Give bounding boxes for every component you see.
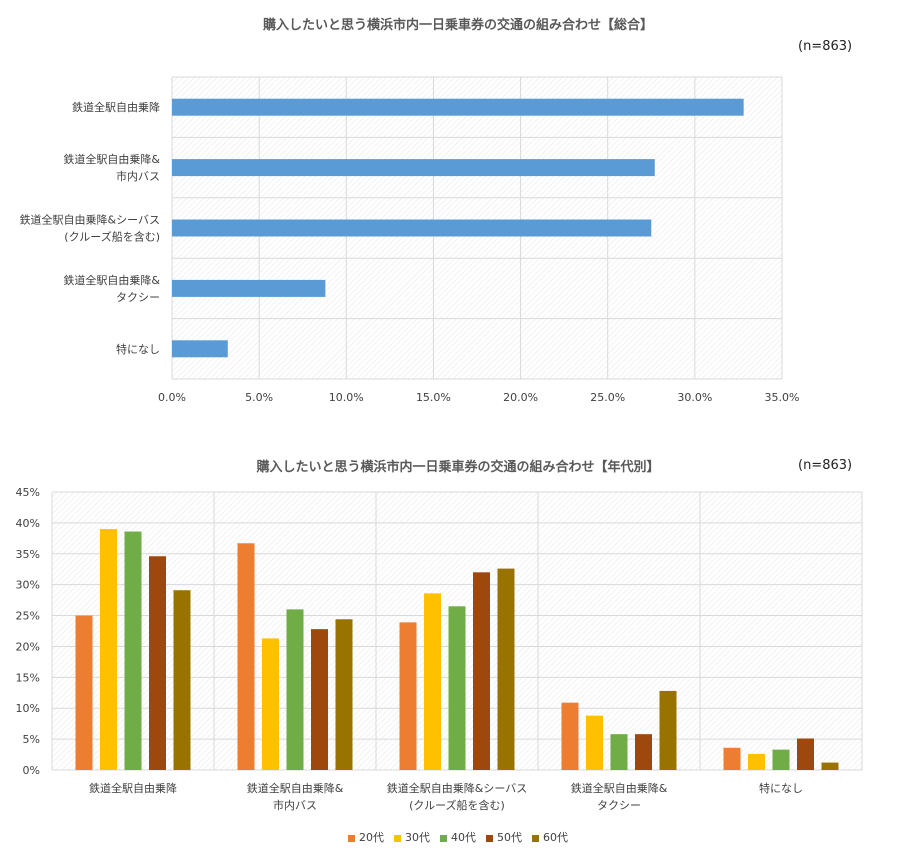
bar xyxy=(311,629,328,770)
bar xyxy=(75,615,93,770)
y-tick-label: 20% xyxy=(16,640,40,653)
category-label: 鉄道全駅自由乗降& xyxy=(63,152,160,166)
bar xyxy=(286,609,304,770)
legend-label: 40代 xyxy=(451,831,476,844)
x-tick-label: 30.0% xyxy=(677,391,712,404)
by-age-bar-chart: 0% 5% 10% 15% 20% 25% 30% 35% 40% 45% 鉄道全駅自由乗降 鉄道全駅… xyxy=(16,486,863,812)
category-label: タクシー xyxy=(597,799,641,812)
x-tick-label: 0.0% xyxy=(158,391,186,404)
bar xyxy=(335,619,353,770)
x-tick-label: 25.0% xyxy=(590,391,625,404)
category-label: 鉄道全駅自由乗降&シーバス xyxy=(20,213,160,227)
bar xyxy=(172,340,228,358)
bar xyxy=(723,747,741,770)
bar xyxy=(497,568,515,770)
category-label: 鉄道全駅自由乗降&シーバス xyxy=(387,781,527,795)
legend-swatch xyxy=(394,834,401,842)
category-label: (クルーズ船を含む) xyxy=(64,230,160,244)
y-tick-label: 45% xyxy=(16,486,40,499)
y-tick-label: 35% xyxy=(16,548,40,561)
y-tick-label: 5% xyxy=(23,733,40,746)
category-label: 鉄道全駅自由乗降& xyxy=(571,781,668,795)
bar xyxy=(797,738,814,770)
bar xyxy=(237,543,255,770)
category-label: 鉄道全駅自由乗降 xyxy=(72,100,160,114)
bar xyxy=(172,159,655,177)
bar xyxy=(172,279,326,297)
y-tick-label: 30% xyxy=(16,579,40,592)
legend-item: 20代 xyxy=(348,829,384,845)
x-tick-label: 35.0% xyxy=(765,391,800,404)
bar xyxy=(100,529,117,770)
category-label: 鉄道全駅自由乗降& xyxy=(63,273,160,287)
bar xyxy=(262,638,279,770)
bar xyxy=(448,606,466,770)
bar xyxy=(821,762,839,770)
legend-label: 50代 xyxy=(497,831,522,844)
bar xyxy=(399,622,417,770)
legend-swatch xyxy=(348,834,355,842)
legend-item: 30代 xyxy=(394,829,430,845)
bar xyxy=(473,572,490,770)
legend-label: 20代 xyxy=(359,831,384,844)
x-tick-label: 5.0% xyxy=(245,391,273,404)
bar xyxy=(772,749,790,770)
bar xyxy=(424,593,441,770)
category-label: 特になし xyxy=(116,342,160,356)
category-label: 市内バス xyxy=(116,169,160,183)
category-label: 特になし xyxy=(759,781,803,795)
category-label: 鉄道全駅自由乗降& xyxy=(247,781,344,795)
legend-item: 40代 xyxy=(440,829,476,845)
chart2-title: 購入したいと思う横浜市内一日乗車券の交通の組み合わせ【年代別】 xyxy=(256,460,660,475)
bar xyxy=(610,734,628,770)
legend-swatch xyxy=(486,834,493,842)
bar xyxy=(561,702,579,770)
bar xyxy=(748,753,765,770)
category-label: (クルーズ船を含む) xyxy=(409,798,505,812)
category-label: 市内バス xyxy=(273,798,317,812)
legend-swatch xyxy=(532,834,539,842)
bar xyxy=(172,98,744,116)
legend-label: 60代 xyxy=(543,831,568,844)
y-tick-label: 15% xyxy=(16,671,40,684)
bar xyxy=(173,590,191,770)
legend-item: 60代 xyxy=(532,829,568,845)
category-label: 鉄道全駅自由乗降 xyxy=(89,781,177,795)
overall-bar-chart: 0.0% 5.0% 10.0% 15.0% 20.0% 25.0% 30.0% 35.0% 鉄道… xyxy=(20,76,800,404)
y-tick-label: 10% xyxy=(16,702,40,715)
bar xyxy=(172,219,652,237)
bar xyxy=(149,556,166,770)
legend-swatch xyxy=(440,834,447,842)
chart1-title: 購入したいと思う横浜市内一日乗車券の交通の組み合わせ【総合】 xyxy=(262,18,653,33)
category-label: タクシー xyxy=(116,291,160,304)
y-tick-label: 25% xyxy=(16,610,40,623)
y-tick-label: 40% xyxy=(16,517,40,530)
x-tick-label: 10.0% xyxy=(329,391,364,404)
x-tick-label: 15.0% xyxy=(416,391,451,404)
chart1-sample-size: (n=863) xyxy=(798,39,853,54)
bar xyxy=(635,734,652,770)
legend-label: 30代 xyxy=(405,831,430,844)
bar xyxy=(124,531,142,770)
y-tick-label: 0% xyxy=(23,764,40,777)
legend-item: 50代 xyxy=(486,829,522,845)
chart2-sample-size: (n=863) xyxy=(798,458,853,473)
bar xyxy=(586,715,603,770)
bar xyxy=(659,690,677,770)
x-tick-label: 20.0% xyxy=(503,391,538,404)
chart2-legend: 20代 30代 40代 50代 60代 xyxy=(0,829,916,845)
